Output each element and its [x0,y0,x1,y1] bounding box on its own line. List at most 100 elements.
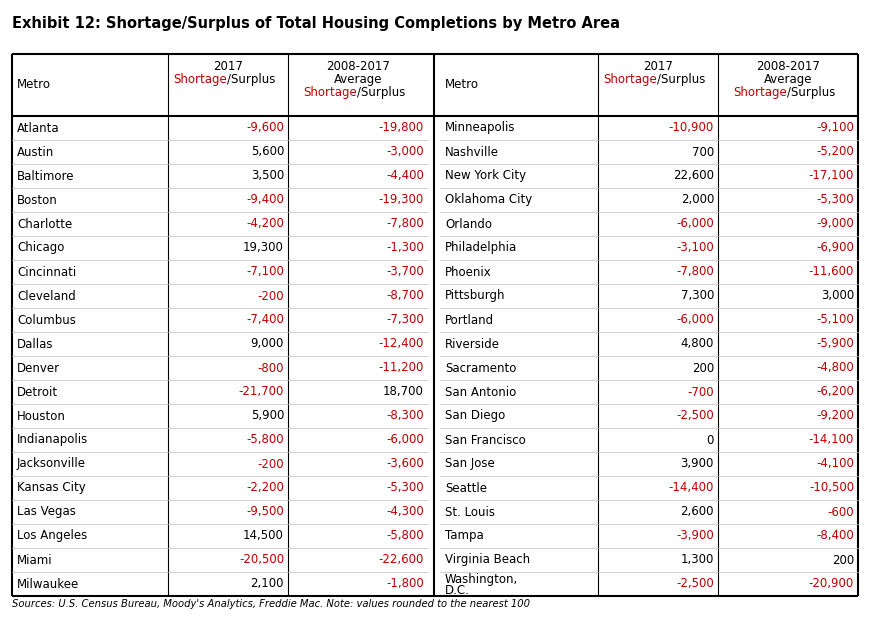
Text: -14,400: -14,400 [668,482,714,494]
Text: -1,300: -1,300 [386,241,424,255]
Text: -1,800: -1,800 [386,577,424,590]
Text: -4,200: -4,200 [246,218,284,230]
Text: -11,200: -11,200 [379,361,424,374]
Text: Portland: Portland [445,313,494,326]
Text: /Surplus: /Surplus [357,86,405,99]
Text: 4,800: 4,800 [681,338,714,351]
Text: -3,700: -3,700 [386,265,424,278]
Text: /Surplus: /Surplus [787,86,836,99]
Text: San Francisco: San Francisco [445,434,525,447]
Text: 2008-2017: 2008-2017 [326,60,390,73]
Text: -10,500: -10,500 [809,482,854,494]
Text: 9,000: 9,000 [251,338,284,351]
Text: Sources: U.S. Census Bureau, Moody's Analytics, Freddie Mac. Note: values rounde: Sources: U.S. Census Bureau, Moody's Ana… [12,599,530,609]
Text: -4,100: -4,100 [816,457,854,470]
Text: -9,400: -9,400 [246,193,284,207]
Text: -3,100: -3,100 [676,241,714,255]
Text: Denver: Denver [17,361,61,374]
Text: 2017: 2017 [643,60,673,73]
Text: -5,300: -5,300 [387,482,424,494]
Text: -7,800: -7,800 [676,265,714,278]
Text: San Antonio: San Antonio [445,386,517,399]
Text: -4,400: -4,400 [386,170,424,182]
Text: Milwaukee: Milwaukee [17,577,79,590]
Text: 5,600: 5,600 [251,145,284,158]
Text: -9,100: -9,100 [816,122,854,135]
Text: -5,100: -5,100 [816,313,854,326]
Text: Average: Average [764,73,812,86]
Text: Atlanta: Atlanta [17,122,60,135]
Text: Shortage: Shortage [603,73,657,86]
Text: -700: -700 [688,386,714,399]
Text: Pittsburgh: Pittsburgh [445,290,505,303]
Text: -10,900: -10,900 [669,122,714,135]
Text: -5,200: -5,200 [816,145,854,158]
Text: 5,900: 5,900 [251,409,284,422]
Text: Kansas City: Kansas City [17,482,86,494]
Text: Metro: Metro [445,79,479,92]
Text: Shortage: Shortage [174,73,227,86]
Text: -4,800: -4,800 [816,361,854,374]
Text: Orlando: Orlando [445,218,492,230]
Text: -800: -800 [258,361,284,374]
Text: 3,900: 3,900 [681,457,714,470]
Text: Miami: Miami [17,553,53,567]
Text: -2,200: -2,200 [246,482,284,494]
Text: Metro: Metro [17,79,51,92]
Text: -6,000: -6,000 [676,313,714,326]
Text: Austin: Austin [17,145,54,158]
Text: Average: Average [334,73,382,86]
Text: -5,800: -5,800 [387,530,424,542]
Text: 18,700: 18,700 [383,386,424,399]
Text: -6,000: -6,000 [386,434,424,447]
Text: -6,900: -6,900 [816,241,854,255]
Text: 22,600: 22,600 [673,170,714,182]
Text: 2008-2017: 2008-2017 [756,60,820,73]
Text: Boston: Boston [17,193,58,207]
Text: -7,800: -7,800 [386,218,424,230]
Text: Seattle: Seattle [445,482,487,494]
Text: Exhibit 12: Shortage/Surplus of Total Housing Completions by Metro Area: Exhibit 12: Shortage/Surplus of Total Ho… [12,16,620,31]
Text: 2,000: 2,000 [681,193,714,207]
Text: -11,600: -11,600 [809,265,854,278]
Text: -2,500: -2,500 [676,577,714,590]
Text: -5,300: -5,300 [816,193,854,207]
Text: 2017: 2017 [213,60,243,73]
Text: 1,300: 1,300 [681,553,714,567]
Text: -7,300: -7,300 [386,313,424,326]
Text: Shortage: Shortage [303,86,357,99]
Text: D.C.: D.C. [445,583,470,597]
Text: -8,400: -8,400 [816,530,854,542]
Text: Columbus: Columbus [17,313,76,326]
Text: Shortage: Shortage [733,86,787,99]
Text: -20,900: -20,900 [809,577,854,590]
Text: Las Vegas: Las Vegas [17,505,76,519]
Text: Cincinnati: Cincinnati [17,265,76,278]
Text: Dallas: Dallas [17,338,53,351]
Text: Riverside: Riverside [445,338,500,351]
Text: -3,900: -3,900 [676,530,714,542]
Text: -14,100: -14,100 [809,434,854,447]
Text: -6,000: -6,000 [676,218,714,230]
Text: 700: 700 [692,145,714,158]
Text: -9,000: -9,000 [816,218,854,230]
Text: Charlotte: Charlotte [17,218,72,230]
Text: -19,800: -19,800 [379,122,424,135]
Text: -600: -600 [827,505,854,519]
Text: Chicago: Chicago [17,241,64,255]
Text: -4,300: -4,300 [386,505,424,519]
Text: San Jose: San Jose [445,457,495,470]
Text: -3,600: -3,600 [386,457,424,470]
Text: Jacksonville: Jacksonville [17,457,86,470]
Text: -22,600: -22,600 [379,553,424,567]
Text: -9,600: -9,600 [246,122,284,135]
Text: 2,100: 2,100 [251,577,284,590]
Text: Houston: Houston [17,409,66,422]
Text: /Surplus: /Surplus [657,73,705,86]
Text: -5,800: -5,800 [246,434,284,447]
Text: Tampa: Tampa [445,530,484,542]
Text: -200: -200 [257,290,284,303]
Text: 3,500: 3,500 [251,170,284,182]
Text: -2,500: -2,500 [676,409,714,422]
Text: -20,500: -20,500 [239,553,284,567]
